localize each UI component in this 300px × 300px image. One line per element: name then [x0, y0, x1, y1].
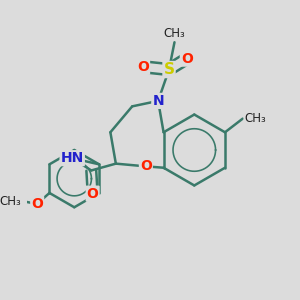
Text: N: N — [152, 94, 164, 108]
Text: CH₃: CH₃ — [244, 112, 266, 125]
Text: O: O — [31, 197, 43, 211]
Text: HN: HN — [61, 151, 84, 165]
Text: O: O — [140, 159, 152, 173]
Text: O: O — [137, 60, 149, 74]
Text: CH₃: CH₃ — [164, 27, 185, 40]
Text: O: O — [87, 187, 99, 201]
Text: CH₃: CH₃ — [0, 195, 21, 208]
Text: O: O — [181, 52, 193, 66]
Text: S: S — [164, 62, 175, 77]
